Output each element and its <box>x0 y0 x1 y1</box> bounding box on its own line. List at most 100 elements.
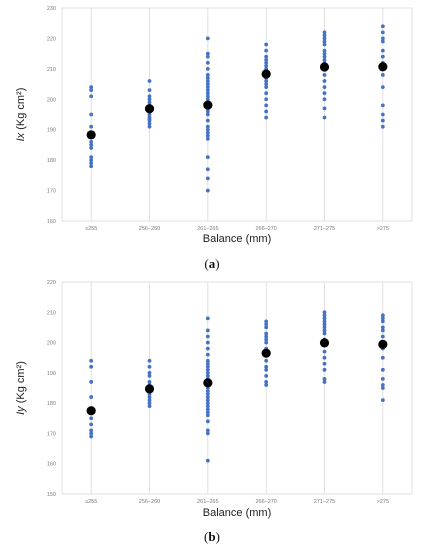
data-point <box>380 386 385 390</box>
y-tick-label: 200 <box>47 341 56 347</box>
data-point <box>380 325 385 330</box>
x-tick-label: ≤255 <box>85 226 97 232</box>
panel-label-open: ( <box>204 529 208 544</box>
x-axis-title: Balance (mm) <box>203 507 271 519</box>
data-point <box>205 112 210 117</box>
y-tick-label: 230 <box>47 6 56 12</box>
data-point <box>264 103 269 108</box>
data-point <box>322 39 327 44</box>
mean-marker <box>319 62 330 72</box>
data-point <box>89 112 94 117</box>
x-axis-title: Balance (mm) <box>203 233 271 245</box>
data-point <box>147 124 152 129</box>
data-point <box>205 346 210 351</box>
data-point <box>205 364 210 369</box>
mean-marker <box>144 104 155 114</box>
mean-marker <box>86 130 96 140</box>
data-point <box>322 331 327 336</box>
data-point <box>380 319 385 324</box>
data-point <box>205 73 210 77</box>
data-point <box>264 331 269 336</box>
data-point <box>205 334 210 339</box>
data-point <box>205 167 210 172</box>
data-point <box>380 334 385 339</box>
y-axis-title: Ix (Kg cm²) <box>15 88 27 142</box>
data-point <box>147 373 152 378</box>
mean-marker <box>378 339 388 349</box>
mean-marker <box>261 69 271 79</box>
plot-area <box>61 281 413 495</box>
y-tick-label: 160 <box>47 462 56 468</box>
data-point <box>322 30 327 35</box>
data-point <box>380 398 385 403</box>
data-point <box>264 48 269 53</box>
data-point <box>147 115 152 120</box>
mean-marker <box>144 384 155 394</box>
data-point <box>380 316 385 321</box>
data-point <box>89 380 94 384</box>
y-axis-title-symbol: Iy <box>15 405 27 415</box>
data-point <box>205 97 210 102</box>
x-tick-label: 256–260 <box>139 226 160 232</box>
data-point <box>264 334 269 339</box>
x-tick-label: 261–265 <box>197 499 218 505</box>
data-point <box>322 85 327 90</box>
data-point <box>264 364 269 369</box>
data-point <box>205 398 210 403</box>
data-point <box>147 79 152 83</box>
data-point <box>264 383 269 387</box>
panel-label-letter: a <box>209 256 216 271</box>
y-tick-label: 220 <box>47 280 56 286</box>
data-point <box>322 310 327 315</box>
data-point <box>205 109 210 114</box>
data-point <box>380 36 385 41</box>
data-point <box>89 164 94 169</box>
data-point <box>264 358 269 363</box>
data-point <box>380 328 385 333</box>
y-tick-label: 200 <box>47 97 56 103</box>
data-point <box>147 370 152 375</box>
data-point <box>322 91 327 96</box>
data-point <box>264 42 269 47</box>
panel-label-close: ) <box>215 256 219 271</box>
data-point <box>89 161 94 166</box>
data-point <box>322 51 327 56</box>
data-point <box>147 88 152 93</box>
data-point <box>89 94 94 99</box>
data-point <box>264 322 269 327</box>
data-point <box>322 106 327 111</box>
data-point <box>205 124 210 129</box>
data-point <box>205 79 210 83</box>
data-point <box>322 361 327 366</box>
x-tick-label: >275 <box>377 499 389 505</box>
data-point <box>322 316 327 321</box>
data-point <box>147 100 152 105</box>
panel-label: (a) <box>204 256 219 271</box>
data-point <box>205 395 210 399</box>
data-point <box>322 73 327 77</box>
data-point <box>205 419 210 424</box>
data-point <box>89 358 94 363</box>
mean-marker <box>203 100 213 110</box>
data-point <box>380 54 385 59</box>
data-point <box>322 349 327 354</box>
data-point <box>264 97 269 102</box>
data-point <box>264 337 269 342</box>
data-point <box>380 313 385 318</box>
data-point <box>322 48 327 53</box>
data-point <box>205 60 210 65</box>
data-point <box>205 352 210 357</box>
data-point <box>380 48 385 53</box>
mean-marker <box>203 378 213 388</box>
plot-area <box>61 7 413 222</box>
y-axis-title-symbol: Ix <box>15 132 27 141</box>
y-tick-label: 210 <box>47 310 56 316</box>
data-point <box>264 319 269 324</box>
data-point <box>205 76 210 80</box>
data-point <box>322 79 327 83</box>
data-point <box>89 155 94 160</box>
data-point <box>264 60 269 65</box>
data-point <box>205 373 210 378</box>
data-point <box>380 383 385 387</box>
